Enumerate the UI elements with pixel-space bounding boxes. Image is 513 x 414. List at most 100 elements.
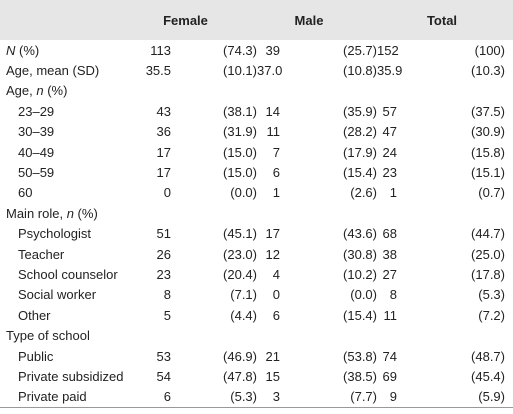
label-part: (%) xyxy=(15,42,40,58)
table-row: 40–49 17 (15.0) 7 (17.9) 24 (15.8) xyxy=(0,142,513,162)
count-cell: 35.9 xyxy=(377,63,403,79)
percent-cell xyxy=(171,325,257,345)
count-cell xyxy=(257,81,280,101)
percent-cell xyxy=(280,81,377,101)
table-row: Psychologist 51 (45.1) 17 (43.6) 68 (44.7) xyxy=(0,224,513,244)
percent-cell xyxy=(171,203,257,223)
count-cell xyxy=(377,81,397,101)
percent-cell: (5.3) xyxy=(478,287,505,303)
percent-cell: (17.9) xyxy=(343,144,377,160)
count-cell: 68 xyxy=(382,226,397,242)
percent-cell xyxy=(397,325,513,345)
percent-cell xyxy=(171,81,257,101)
table-header: Female Male Total xyxy=(0,0,513,40)
table-row: Private paid 6 (5.3) 3 (7.7) 9 (5.9) xyxy=(0,386,513,408)
count-cell: 4 xyxy=(272,266,280,282)
count-cell: 38 xyxy=(382,246,397,262)
count-cell: 1 xyxy=(272,185,280,201)
row-label: 30–39 xyxy=(18,124,55,140)
percent-cell: (10.1) xyxy=(223,63,257,79)
percent-cell: (23.0) xyxy=(223,246,257,262)
percent-cell: (15.4) xyxy=(343,307,377,323)
count-cell: 0 xyxy=(163,185,171,201)
percent-cell: (38.1) xyxy=(223,103,257,119)
row-label: Main role, n (%) xyxy=(0,203,140,223)
percent-cell: (38.5) xyxy=(343,368,377,384)
row-label: 23–29 xyxy=(18,103,55,119)
percent-cell: (44.7) xyxy=(471,226,505,242)
percent-cell: (30.9) xyxy=(471,124,505,140)
percent-cell: (15.4) xyxy=(343,165,377,181)
table-row: 60 0 (0.0) 1 (2.6) 1 (0.7) xyxy=(0,183,513,203)
percent-cell: (45.4) xyxy=(471,368,505,384)
row-label: N (%) xyxy=(0,40,140,60)
percent-cell: (17.8) xyxy=(471,266,505,282)
percent-cell: (28.2) xyxy=(343,124,377,140)
count-cell: 14 xyxy=(265,103,280,119)
label-part: Age, xyxy=(6,83,37,99)
column-header: Male xyxy=(294,12,324,28)
percent-cell: (10.8) xyxy=(343,63,377,79)
count-cell: 17 xyxy=(156,144,171,160)
table-row: Type of school xyxy=(0,325,513,345)
count-cell: 17 xyxy=(156,165,171,181)
percent-cell: (45.1) xyxy=(223,226,257,242)
percent-cell: (2.6) xyxy=(350,185,377,201)
percent-cell: (48.7) xyxy=(471,348,505,364)
percent-cell: (10.3) xyxy=(471,63,505,79)
percent-cell: (20.4) xyxy=(223,266,257,282)
count-cell: 51 xyxy=(156,226,171,242)
count-cell: 57 xyxy=(382,103,397,119)
percent-cell: (53.8) xyxy=(343,348,377,364)
percent-cell: (7.7) xyxy=(280,386,377,408)
row-label: Social worker xyxy=(18,287,97,303)
row-label: Age, mean (SD) xyxy=(6,63,100,79)
percent-cell: (31.9) xyxy=(223,124,257,140)
count-cell xyxy=(257,203,280,223)
row-label: Teacher xyxy=(18,246,65,262)
percent-cell xyxy=(280,203,377,223)
count-cell: 8 xyxy=(389,287,397,303)
percent-cell: (7.2) xyxy=(478,307,505,323)
count-cell: 8 xyxy=(163,287,171,303)
count-cell xyxy=(140,325,171,345)
table-body: N (%) 113 (74.3) 39 (25.7) 152 (100) Age, mean … xyxy=(0,40,513,408)
count-cell: 47 xyxy=(382,124,397,140)
percent-cell: (25.0) xyxy=(471,246,505,262)
count-cell: 69 xyxy=(382,368,397,384)
row-label: Type of school xyxy=(6,328,90,344)
percent-cell: (0.0) xyxy=(230,185,257,201)
label-part: N xyxy=(6,42,16,58)
percent-cell: (74.3) xyxy=(223,42,257,58)
count-cell: 36 xyxy=(156,124,171,140)
count-cell xyxy=(140,81,171,101)
percent-cell: (15.1) xyxy=(471,165,505,181)
row-label: Public xyxy=(18,348,54,364)
percent-cell: (10.2) xyxy=(343,266,377,282)
count-cell: 23 xyxy=(156,266,171,282)
count-cell: 35.5 xyxy=(145,63,171,79)
count-cell: 54 xyxy=(156,368,171,384)
row-label: 50–59 xyxy=(18,165,55,181)
percent-cell: (0.0) xyxy=(350,287,377,303)
label-part: (%) xyxy=(43,83,68,99)
count-cell xyxy=(377,325,397,345)
table-row: School counselor 23 (20.4) 4 (10.2) 27 (17.8) xyxy=(0,264,513,284)
count-cell: 74 xyxy=(382,348,397,364)
count-cell: 1 xyxy=(389,185,397,201)
table-row: Main role, n (%) xyxy=(0,203,513,223)
percent-cell xyxy=(397,81,513,101)
count-cell: 24 xyxy=(382,144,397,160)
count-cell: 43 xyxy=(156,103,171,119)
row-label: 40–49 xyxy=(18,144,55,160)
header-blank xyxy=(0,0,140,40)
percent-cell: (37.5) xyxy=(471,103,505,119)
percent-cell: (25.7) xyxy=(343,42,377,58)
count-cell: 11 xyxy=(266,124,281,140)
percent-cell: (0.7) xyxy=(478,185,505,201)
table-row: Other 5 (4.4) 6 (15.4) 11 (7.2) xyxy=(0,305,513,325)
percent-cell: (43.6) xyxy=(343,226,377,242)
count-cell: 6 xyxy=(272,307,280,323)
count-cell: 53 xyxy=(156,348,171,364)
